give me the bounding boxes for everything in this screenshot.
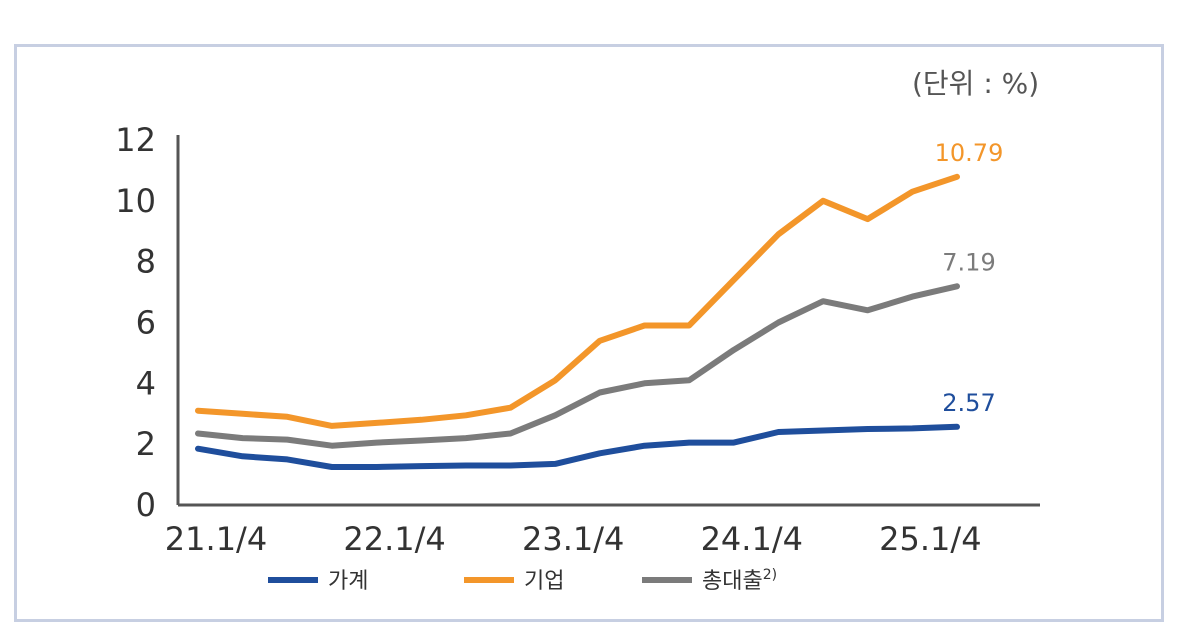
x-tick-label: 24.1/4 bbox=[701, 520, 803, 558]
legend-label-total: 총대출2) bbox=[702, 567, 777, 594]
end-label-total: 7.19 bbox=[942, 248, 995, 276]
legend: 가계 기업 총대출2) bbox=[268, 567, 777, 594]
legend-label-corporate: 기업 bbox=[524, 569, 564, 594]
unit-label: (단위 : %) bbox=[912, 67, 1040, 100]
y-tick-label: 10 bbox=[115, 182, 156, 220]
x-tick-label: 23.1/4 bbox=[522, 520, 624, 558]
x-tick-label: 25.1/4 bbox=[879, 520, 981, 558]
series-line-household bbox=[195, 423, 960, 470]
y-tick-label: 0 bbox=[136, 486, 156, 524]
x-tick-label: 21.1/4 bbox=[165, 520, 267, 558]
series-line-corporate bbox=[195, 173, 960, 429]
y-tick-label: 4 bbox=[136, 364, 156, 402]
legend-label-household: 가계 bbox=[328, 569, 368, 594]
x-tick-label: 22.1/4 bbox=[343, 520, 445, 558]
end-labels-layer: 7.19 10.79 2.57 bbox=[935, 139, 1004, 417]
chart-axes: 0 2 4 6 8 10 12 21.1/4 22.1/4 23.1/4 24.1/4 25.1/4 bbox=[115, 121, 1040, 558]
chart-panel bbox=[14, 44, 1164, 622]
y-tick-label: 12 bbox=[115, 121, 156, 159]
series-layer bbox=[195, 173, 960, 470]
y-tick-label: 6 bbox=[136, 304, 156, 342]
end-label-corporate: 10.79 bbox=[935, 139, 1004, 167]
y-tick-label: 8 bbox=[136, 243, 156, 281]
series-line-total bbox=[195, 283, 960, 449]
end-label-household: 2.57 bbox=[942, 389, 995, 417]
y-tick-label: 2 bbox=[136, 425, 156, 463]
legend-superscript: 2) bbox=[763, 567, 777, 583]
